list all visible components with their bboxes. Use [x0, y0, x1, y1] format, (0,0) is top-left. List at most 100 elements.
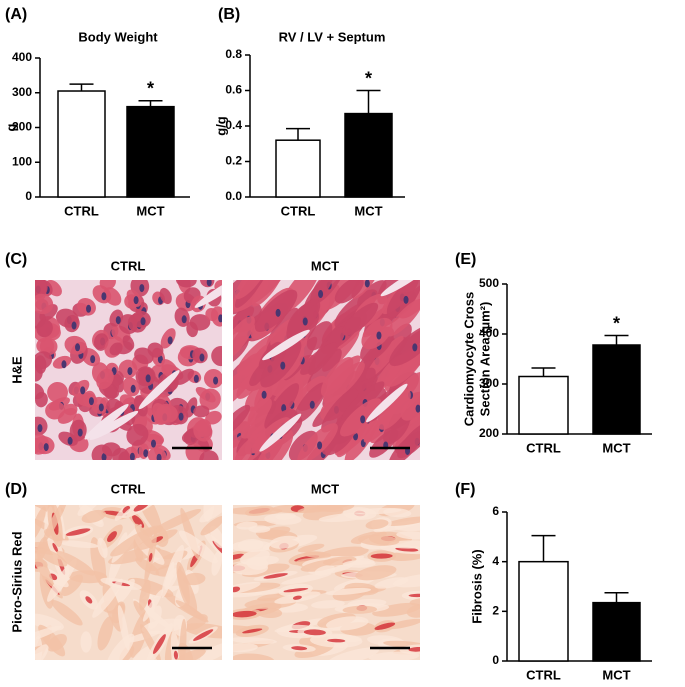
fiber	[205, 410, 222, 425]
collagen	[233, 553, 245, 561]
interstitial-space	[194, 280, 222, 308]
collagen	[283, 587, 309, 593]
y-axis-label: Fibrosis (%)	[469, 549, 484, 623]
nucleus	[302, 317, 308, 326]
y-tick-label: 400	[12, 50, 32, 64]
nucleus	[317, 441, 323, 450]
nucleus	[156, 453, 162, 460]
fiber	[320, 356, 354, 397]
fiber	[355, 565, 397, 581]
fiber	[374, 577, 409, 589]
fiber	[269, 535, 300, 549]
fiber	[200, 515, 222, 536]
fiber	[139, 579, 151, 611]
nucleus	[88, 397, 94, 406]
fiber	[35, 351, 53, 370]
interstitial-space	[84, 404, 129, 440]
fiber	[134, 347, 154, 365]
panel-label: (A)	[5, 6, 27, 23]
bar	[344, 112, 393, 198]
nucleus	[75, 343, 81, 352]
bar	[518, 560, 569, 662]
fiber	[318, 512, 369, 523]
collagen	[291, 646, 308, 651]
fiber	[35, 625, 62, 646]
fiber	[35, 644, 49, 660]
micrograph	[233, 280, 420, 460]
fiber	[372, 602, 420, 617]
significance-mark: *	[147, 78, 154, 98]
fiber	[110, 527, 157, 557]
fiber	[233, 653, 275, 660]
fiber	[150, 508, 202, 535]
x-tick-label: CTRL	[281, 203, 316, 218]
fiber	[387, 298, 420, 337]
fiber	[210, 525, 222, 549]
interstitial-space	[138, 370, 180, 410]
fiber	[92, 578, 123, 618]
fiber	[122, 335, 135, 351]
fiber	[377, 388, 411, 430]
bar	[275, 139, 321, 198]
y-tick-label: 0	[492, 653, 499, 667]
fiber	[99, 280, 116, 290]
collagen	[263, 573, 288, 579]
fiber	[45, 401, 66, 420]
nucleus	[43, 443, 49, 452]
fiber	[101, 442, 121, 457]
fiber	[36, 319, 53, 338]
nucleus	[206, 280, 212, 287]
fiber	[199, 388, 221, 410]
fiber	[233, 506, 283, 515]
collagen	[233, 586, 241, 593]
y-tick-label: 4	[492, 554, 499, 568]
fiber	[233, 404, 251, 437]
x-tick-label: CTRL	[64, 203, 99, 218]
interstitial-space	[89, 410, 139, 440]
fiber	[35, 391, 48, 408]
nucleus	[213, 376, 219, 385]
column-label: MCT	[311, 258, 339, 273]
row-label: Picro-Sirius Red	[9, 531, 24, 632]
column-label: CTRL	[111, 481, 146, 496]
bar	[126, 105, 175, 198]
nucleus	[360, 415, 366, 424]
nucleus	[218, 314, 222, 323]
fiber	[47, 558, 77, 602]
x-tick-label: MCT	[136, 203, 164, 218]
collagen	[152, 634, 166, 655]
bar	[592, 344, 641, 435]
fiber	[352, 507, 402, 515]
bar	[592, 601, 641, 662]
fiber	[251, 280, 283, 307]
collagen	[374, 622, 396, 630]
fiber	[109, 342, 123, 356]
fiber	[37, 548, 68, 567]
nucleus	[403, 295, 409, 304]
fiber	[57, 540, 99, 548]
nucleus	[90, 355, 96, 364]
nucleus	[415, 404, 420, 413]
fiber	[161, 561, 175, 598]
nucleus	[280, 361, 286, 370]
fiber	[35, 293, 54, 315]
fiber	[342, 560, 376, 568]
nucleus	[178, 412, 184, 421]
nucleus	[37, 424, 43, 433]
nucleus	[318, 290, 324, 299]
nucleus	[101, 453, 107, 460]
fiber	[233, 637, 278, 645]
fiber	[68, 570, 108, 584]
nucleus	[157, 355, 163, 364]
panel-label: (B)	[218, 6, 240, 23]
fiber	[248, 525, 271, 533]
collagen	[52, 542, 59, 553]
nucleus	[130, 384, 136, 393]
fiber	[199, 505, 222, 523]
nucleus	[140, 317, 146, 326]
fiber	[392, 573, 420, 588]
nucleus	[412, 343, 418, 352]
fiber	[35, 506, 46, 540]
column-label: MCT	[311, 481, 339, 496]
y-tick-label: 0.8	[225, 47, 242, 61]
